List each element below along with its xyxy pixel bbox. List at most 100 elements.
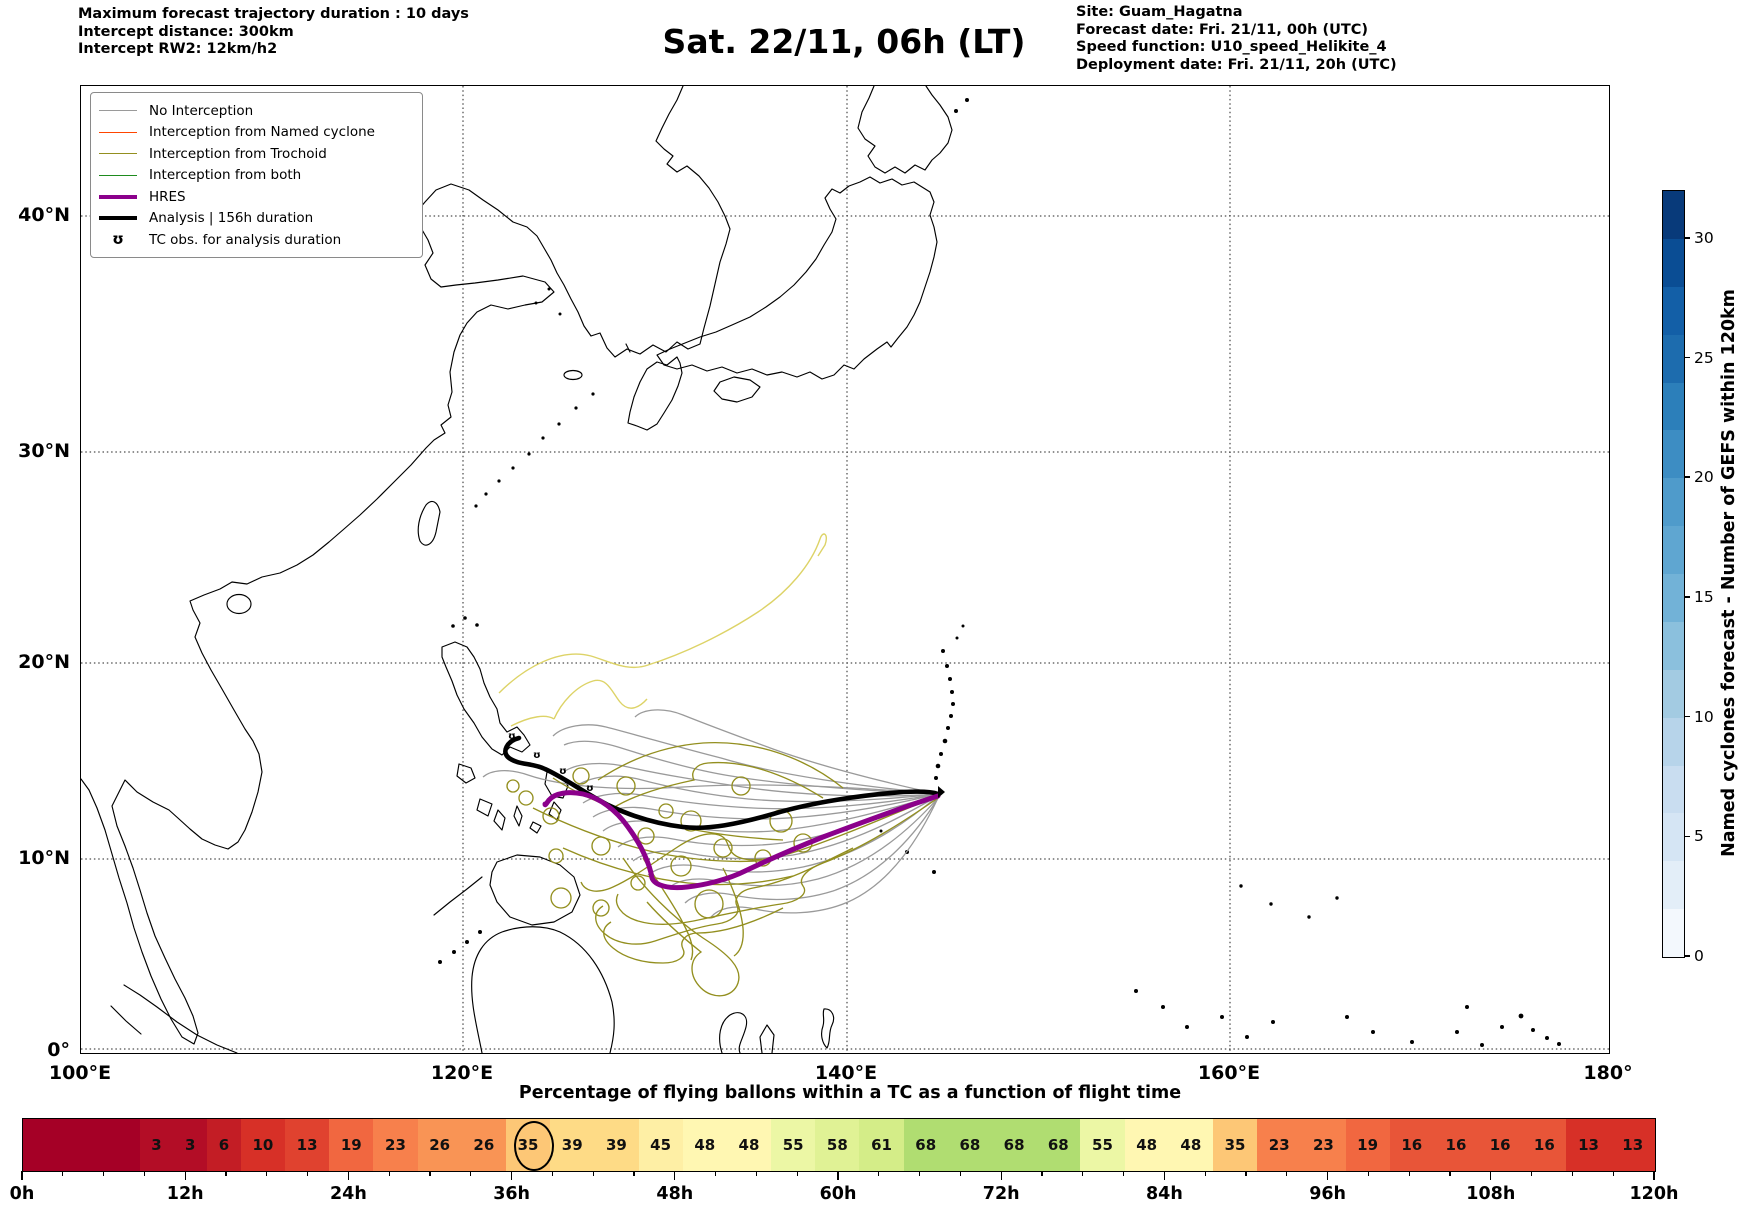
colorbar-segment: [1663, 382, 1684, 431]
strip-time-label: 36h: [493, 1184, 530, 1204]
strip-tick: [633, 1171, 635, 1176]
map-canvas: ʊ ʊ ʊ ʊ: [81, 86, 1609, 1053]
strip-cell: 55: [771, 1119, 816, 1171]
colorbar-tick: [1684, 476, 1690, 479]
coastline-halmahera: [821, 1008, 835, 1049]
strip-tick: [102, 1171, 105, 1176]
strip-tick: [1530, 1171, 1533, 1176]
coastline-hokkaido: [857, 86, 953, 174]
lat-tick-label: 20°N: [18, 651, 70, 673]
lat-tick-label: 40°N: [18, 204, 70, 226]
colorbar-tick-label: 10: [1694, 707, 1714, 726]
strip-cell: 19: [1345, 1119, 1390, 1171]
strip-cell: 35: [1212, 1119, 1258, 1171]
colorbar-segment: [1663, 717, 1684, 766]
strip-tick: [1367, 1171, 1370, 1176]
strip-time-label: 84h: [1145, 1184, 1183, 1204]
strip-tick: [1082, 1171, 1084, 1176]
strip-tick: [1163, 1171, 1166, 1180]
legend-item: ʊ TC obs. for analysis duration: [99, 229, 412, 251]
tc-obs-symbol-icon: ʊ: [99, 232, 137, 247]
trajectories-no-interception: [482, 709, 939, 918]
strip-tick: [1612, 1171, 1614, 1176]
legend-line-icon: [99, 131, 137, 133]
strip-tick: [266, 1171, 268, 1176]
strip-tick: [470, 1171, 472, 1176]
colorbar-tick: [1684, 715, 1690, 718]
strip-tick: [1041, 1171, 1043, 1176]
tc-obs-markers: ʊ ʊ ʊ ʊ: [508, 731, 594, 794]
strip-tick: [1571, 1171, 1574, 1176]
strip-time-label: 0h: [9, 1184, 35, 1204]
strip-cell: 10: [240, 1119, 285, 1171]
colorbar-tick-label: 0: [1694, 947, 1704, 965]
page-title: Sat. 22/11, 06h (LT): [662, 22, 1026, 61]
circled-value-marker: [514, 1121, 554, 1171]
strip-tick: [837, 1171, 839, 1180]
legend-item-label: Interception from Trochoid: [149, 145, 327, 162]
coastline-borneo: [471, 926, 615, 1053]
strip-time-label: 12h: [166, 1184, 204, 1204]
strip-cell: 3: [139, 1119, 174, 1171]
strip-title: Percentage of flying ballons within a TC…: [518, 1083, 1182, 1103]
legend-line: [99, 174, 137, 176]
legend-item: Interception from Named cyclone: [99, 122, 412, 144]
strip-tick: [959, 1171, 962, 1176]
strip-tick: [510, 1171, 513, 1180]
trajectories-trochoid: [506, 741, 939, 997]
strip-cell: 23: [1301, 1119, 1346, 1171]
strip-tick: [796, 1171, 798, 1176]
strip-cell: 61: [859, 1119, 904, 1171]
strip-tick: [1326, 1171, 1329, 1180]
strip-tick: [306, 1171, 309, 1176]
strip-tick: [1449, 1171, 1451, 1176]
strip-cell: [46, 1119, 70, 1171]
legend-item-label: TC obs. for analysis duration: [149, 231, 342, 248]
strip-cell: 16: [1478, 1119, 1523, 1171]
strip-cell: 39: [594, 1119, 639, 1171]
strip-cell: 39: [550, 1119, 595, 1171]
colorbar-segment: [1663, 621, 1684, 670]
colorbar-segment: [1663, 574, 1684, 622]
colorbar-segment: [1663, 909, 1684, 957]
strip-cell: 68: [903, 1119, 948, 1171]
svg-text:ʊ: ʊ: [508, 731, 516, 742]
strip-time-label: 96h: [1309, 1184, 1346, 1204]
legend-item-label: Analysis | 156h duration: [149, 210, 314, 227]
coastline-mindanao: [489, 854, 581, 926]
strip-cell: 68: [947, 1119, 992, 1171]
colorbar-tick: [1684, 356, 1690, 359]
strip-tick: [674, 1171, 676, 1180]
coastline-sumatra: [110, 984, 238, 1053]
colorbar-segment: [1663, 334, 1684, 383]
strip-tick: [1408, 1171, 1410, 1176]
strip-cell: 16: [1522, 1119, 1567, 1171]
flight-time-strip: 3 3 6 10 13 19 23 26 26 35 39 39 45 48 48 55 58 61 68 68 68 6…: [22, 1118, 1656, 1172]
colorbar-segment: [1663, 238, 1684, 287]
colorbar-segment: [1663, 191, 1684, 239]
strip-tick: [755, 1171, 758, 1176]
strip-cell: 23: [373, 1119, 418, 1171]
strip-tick: [429, 1171, 431, 1176]
colorbar-segment: [1663, 526, 1684, 574]
strip-cell: 19: [329, 1119, 374, 1171]
strip-tick: [1653, 1171, 1655, 1180]
strip-time-label: 120h: [1629, 1184, 1679, 1204]
strip-tick: [184, 1171, 186, 1180]
coastline-jeju: [563, 369, 583, 381]
strip-tick: [714, 1171, 717, 1176]
coastline-taiwan: [417, 500, 441, 546]
strip-cell: 16: [1389, 1119, 1434, 1171]
colorbar-tick: [1684, 596, 1690, 598]
legend-line: [99, 194, 137, 199]
strip-tick: [225, 1171, 227, 1176]
strip-cell: 45: [638, 1119, 683, 1171]
colorbar-tick: [1684, 955, 1690, 957]
strip-tick: [143, 1171, 146, 1176]
strip-cell: 48: [682, 1119, 727, 1171]
coastline-hainan: [226, 593, 252, 615]
colorbar-segment: [1663, 861, 1684, 910]
legend-item-label: HRES: [149, 188, 186, 205]
lat-tick-label: 30°N: [18, 440, 70, 462]
